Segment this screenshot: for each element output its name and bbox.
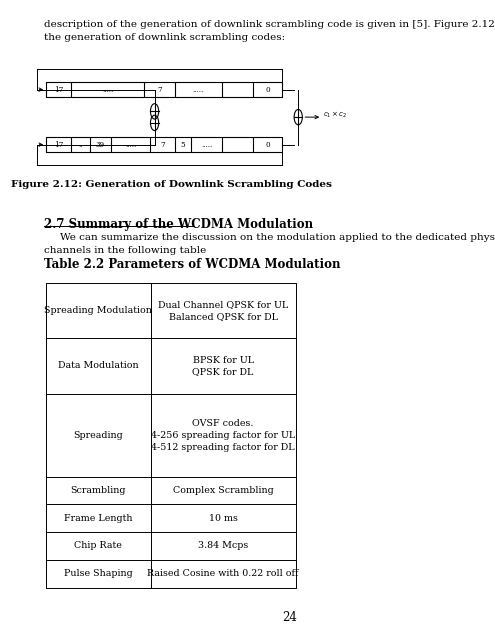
Text: 7: 7 (160, 141, 165, 148)
Text: Complex Scrambling: Complex Scrambling (173, 486, 274, 495)
Text: OVSF codes.
4-256 spreading factor for UL
4-512 spreading factor for DL: OVSF codes. 4-256 spreading factor for U… (151, 419, 296, 451)
Text: 0: 0 (265, 141, 270, 148)
Text: Table 2.2 Parameters of WCDMA Modulation: Table 2.2 Parameters of WCDMA Modulation (45, 258, 341, 271)
Text: Spreading Modulation: Spreading Modulation (45, 306, 152, 315)
Text: We can summarize the discussion on the modulation applied to the dedicated physi: We can summarize the discussion on the m… (60, 233, 495, 242)
Text: Chip Rate: Chip Rate (74, 541, 122, 550)
Text: 17: 17 (54, 141, 63, 148)
Text: 2.7 Summary of the WCDMA Modulation: 2.7 Summary of the WCDMA Modulation (45, 218, 314, 230)
Text: description of the generation of downlink scrambling code is given in [5]. Figur: description of the generation of downlin… (45, 20, 495, 29)
Text: Spreading: Spreading (73, 431, 123, 440)
Text: 10 ms: 10 ms (209, 514, 238, 523)
Text: ..: .. (78, 141, 83, 148)
Text: .....: ..... (125, 141, 136, 148)
Text: Data Modulation: Data Modulation (58, 362, 139, 371)
Text: 24: 24 (283, 611, 297, 624)
Text: Frame Length: Frame Length (64, 514, 133, 523)
Text: .....: ..... (193, 86, 204, 93)
Text: $c_1 \times c_2$: $c_1 \times c_2$ (323, 109, 347, 120)
Text: Scrambling: Scrambling (71, 486, 126, 495)
Text: .....: ..... (102, 86, 113, 93)
Text: BPSK for UL
QPSK for DL: BPSK for UL QPSK for DL (193, 356, 254, 376)
Text: Pulse Shaping: Pulse Shaping (64, 569, 133, 578)
Text: Raised Cosine with 0.22 roll off: Raised Cosine with 0.22 roll off (148, 569, 299, 578)
Text: 17: 17 (54, 86, 63, 93)
Text: the generation of downlink scrambling codes:: the generation of downlink scrambling co… (45, 33, 286, 42)
Text: channels in the following table: channels in the following table (45, 246, 207, 255)
Text: .....: ..... (201, 141, 212, 148)
Text: 39: 39 (96, 141, 105, 148)
Text: 0: 0 (265, 86, 270, 93)
Text: Dual Channel QPSK for UL
Balanced QPSK for DL: Dual Channel QPSK for UL Balanced QPSK f… (158, 300, 288, 321)
Text: 5: 5 (181, 141, 185, 148)
Text: Figure 2.12: Generation of Downlink Scrambling Codes: Figure 2.12: Generation of Downlink Scra… (10, 180, 332, 189)
Text: 7: 7 (157, 86, 162, 93)
Text: 3.84 Mcps: 3.84 Mcps (198, 541, 248, 550)
